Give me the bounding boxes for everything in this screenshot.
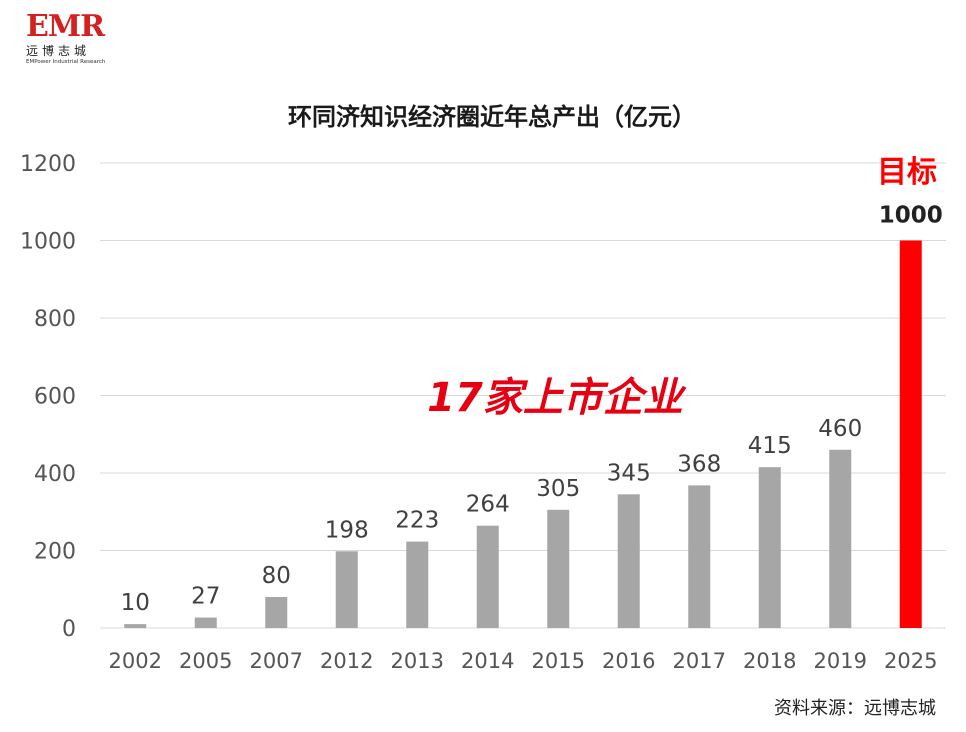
bar xyxy=(688,485,711,628)
y-tick-label: 800 xyxy=(34,307,76,332)
gridlines xyxy=(100,162,946,629)
data-label: 198 xyxy=(325,517,369,543)
x-tick-label: 2014 xyxy=(461,649,514,673)
logo-chinese-name: 远博志城 xyxy=(26,44,91,58)
x-axis-ticks: 2002 2005 2007 2012 2013 2014 2015 2016 2017 2018… xyxy=(109,649,938,673)
bar xyxy=(829,449,852,628)
logo-mark: EMR xyxy=(26,9,105,44)
data-label: 1000 xyxy=(879,203,943,229)
x-tick-label: 2025 xyxy=(884,649,937,673)
bar xyxy=(406,541,429,628)
data-label: 368 xyxy=(677,451,721,477)
y-axis-ticks: 0 200 400 600 800 1000 1200 xyxy=(20,152,76,642)
bar xyxy=(758,467,781,628)
chart-title: 环同济知识经济圈近年总产出（亿元） xyxy=(288,103,696,131)
x-tick-label: 2013 xyxy=(391,649,444,673)
bar xyxy=(124,624,147,628)
data-label: 264 xyxy=(466,492,510,518)
bar xyxy=(265,597,288,628)
x-tick-label: 2017 xyxy=(673,649,726,673)
listed-companies-annotation: 17家上市企业 xyxy=(427,375,687,421)
x-tick-label: 2002 xyxy=(109,649,162,673)
bar xyxy=(899,240,922,628)
x-tick-label: 2016 xyxy=(602,649,655,673)
bar xyxy=(547,509,570,628)
x-tick-label: 2018 xyxy=(743,649,796,673)
data-label: 345 xyxy=(607,460,651,486)
x-tick-label: 2005 xyxy=(179,649,232,673)
logo-english-name: EMPower Industrial Research xyxy=(26,59,106,65)
x-tick-label: 2015 xyxy=(532,649,585,673)
company-logo: EMR 远博志城 EMPower Industrial Research xyxy=(26,12,116,72)
y-tick-label: 400 xyxy=(34,462,76,487)
x-tick-label: 2012 xyxy=(320,649,373,673)
y-tick-label: 600 xyxy=(34,385,76,410)
data-source-note: 资料来源：远博志城 xyxy=(774,698,936,719)
target-label: 目标 xyxy=(877,155,937,190)
y-tick-label: 1200 xyxy=(20,152,76,177)
y-tick-label: 0 xyxy=(62,617,76,642)
data-label: 460 xyxy=(818,416,862,442)
data-label: 223 xyxy=(395,508,439,534)
x-tick-label: 2019 xyxy=(814,649,867,673)
y-tick-label: 1000 xyxy=(20,230,76,255)
data-labels: 10 27 80 198 223 264 305 345 368 415 460 1000 xyxy=(121,203,943,617)
data-label: 27 xyxy=(191,584,220,610)
bar xyxy=(194,617,217,628)
data-label: 10 xyxy=(121,590,150,616)
x-tick-label: 2007 xyxy=(250,649,303,673)
data-label: 80 xyxy=(262,563,291,589)
bars xyxy=(124,240,922,628)
bar xyxy=(335,551,358,628)
bar xyxy=(617,494,640,628)
data-label: 415 xyxy=(748,433,792,459)
bar xyxy=(476,525,499,628)
y-tick-label: 200 xyxy=(34,540,76,565)
data-label: 305 xyxy=(536,476,580,502)
